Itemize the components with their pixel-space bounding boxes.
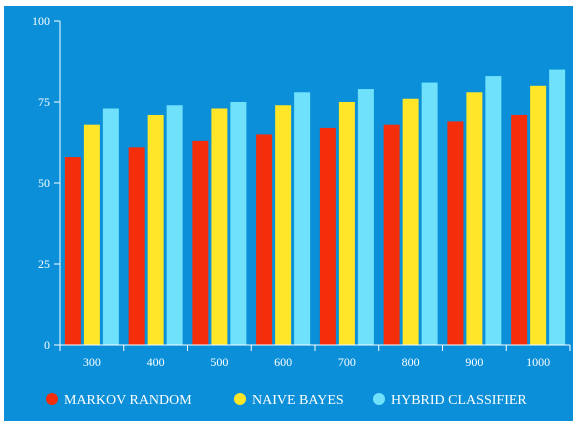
legend-marker-naive-bayes xyxy=(234,393,246,405)
bar-naive-bayes-900 xyxy=(466,92,483,345)
bar-naive-bayes-1000 xyxy=(530,85,547,346)
bar-hybrid-classifier-500 xyxy=(230,102,247,345)
bar-naive-bayes-800 xyxy=(402,98,419,345)
bar-naive-bayes-300 xyxy=(83,124,100,346)
x-tick-label: 300 xyxy=(83,355,101,369)
axes-layer: 0 25 50 75 100 300 400 500 600 700 800 900 1000 xyxy=(32,14,571,369)
bar-hybrid-classifier-300 xyxy=(102,108,119,345)
x-tick-label: 700 xyxy=(338,355,356,369)
legend-marker-hybrid-classifier xyxy=(373,393,385,405)
legend-marker-markov-random xyxy=(46,393,58,405)
x-tick-label: 800 xyxy=(402,355,420,369)
bar-markov-random-1000 xyxy=(511,114,528,346)
bar-hybrid-classifier-1000 xyxy=(549,69,566,345)
legend-label: NAIVE BAYES xyxy=(252,393,344,408)
bar-naive-bayes-600 xyxy=(275,105,292,346)
y-tick-label: 25 xyxy=(38,257,50,271)
bar-markov-random-400 xyxy=(128,147,145,345)
bar-markov-random-700 xyxy=(319,127,336,345)
legend: MARKOV RANDOM NAIVE BAYES HYBRID CLASSIFIE… xyxy=(46,393,527,408)
x-tick-label: 1000 xyxy=(526,355,550,369)
bar-naive-bayes-400 xyxy=(147,114,164,346)
bar-hybrid-classifier-400 xyxy=(166,105,183,346)
bar-hybrid-classifier-800 xyxy=(421,82,438,345)
chart-container: 0 25 50 75 100 300 400 500 600 700 800 900 1000 MARK… xyxy=(4,6,573,421)
bar-hybrid-classifier-600 xyxy=(294,92,311,345)
bar-markov-random-300 xyxy=(64,157,81,345)
x-tick-label: 900 xyxy=(465,355,483,369)
bar-chart: 0 25 50 75 100 300 400 500 600 700 800 900 1000 MARK… xyxy=(32,14,571,408)
y-tick-label: 0 xyxy=(44,338,50,352)
legend-label: HYBRID CLASSIFIER xyxy=(391,393,527,408)
x-tick-label: 500 xyxy=(210,355,228,369)
x-tick-label: 600 xyxy=(274,355,292,369)
bar-naive-bayes-500 xyxy=(211,108,228,345)
y-tick-label: 50 xyxy=(38,176,50,190)
bar-markov-random-500 xyxy=(192,140,209,345)
bar-markov-random-600 xyxy=(256,134,273,345)
bars-layer xyxy=(64,69,566,346)
bar-naive-bayes-700 xyxy=(338,102,355,345)
x-tick-label: 400 xyxy=(147,355,165,369)
bar-hybrid-classifier-900 xyxy=(485,76,502,345)
legend-label: MARKOV RANDOM xyxy=(64,393,192,408)
y-tick-label: 100 xyxy=(32,14,50,28)
bar-hybrid-classifier-700 xyxy=(357,89,374,345)
y-tick-label: 75 xyxy=(38,95,50,109)
bar-markov-random-800 xyxy=(383,124,400,346)
bar-markov-random-900 xyxy=(447,121,464,345)
